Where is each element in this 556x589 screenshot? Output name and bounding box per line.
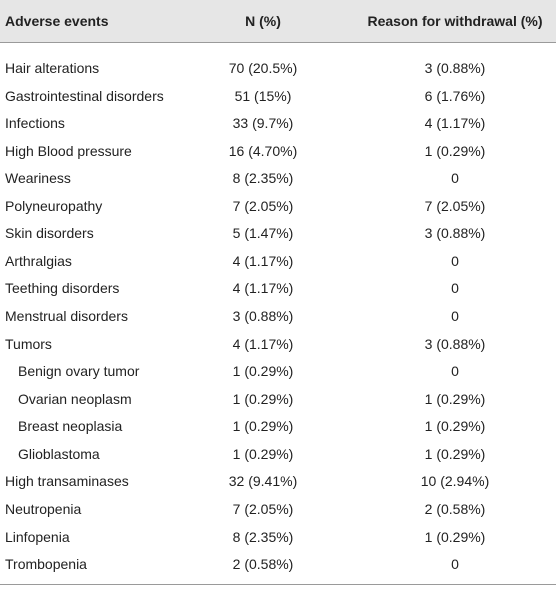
row-label: High transaminases xyxy=(5,473,129,490)
table-cell: 0 xyxy=(451,280,459,297)
table-cell: 1 (0.29%) xyxy=(232,363,294,380)
table-cell: 1 (0.29%) xyxy=(232,418,294,435)
table-cell: 3 (0.88%) xyxy=(424,60,486,76)
row-label: Gastrointestinal disorders xyxy=(5,87,164,104)
table-cell: 3 (0.88%) xyxy=(232,308,294,325)
table-cell: 7 (2.05%) xyxy=(232,500,294,517)
table-cell: 0 xyxy=(451,556,459,573)
table-cell: 3 (0.88%) xyxy=(424,225,486,242)
row-label: Teething disorders xyxy=(5,280,120,297)
table-cell: 51 (15%) xyxy=(234,87,292,104)
header-cell: Adverse events xyxy=(5,13,109,29)
table-cell: 0 xyxy=(451,170,459,187)
row-label: Glioblastoma xyxy=(18,445,100,462)
row-label: Ovarian neoplasm xyxy=(18,390,132,407)
row-label: Menstrual disorders xyxy=(5,308,128,325)
row-label: Trombopenia xyxy=(5,556,87,573)
table-cell: 33 (9.7%) xyxy=(232,115,294,132)
table-cell: 7 (2.05%) xyxy=(424,197,486,214)
table-cell: 2 (0.58%) xyxy=(424,500,486,517)
row-label: Benign ovary tumor xyxy=(18,363,140,380)
table-cell: 0 xyxy=(451,252,459,269)
table-cell: 16 (4.70%) xyxy=(228,142,298,159)
table-cell: 1 (0.29%) xyxy=(424,445,486,462)
header-cell: Reason for withdrawal (%) xyxy=(367,13,543,29)
table-cell: 2 (0.58%) xyxy=(232,556,294,573)
table-cell: 8 (2.35%) xyxy=(232,528,294,545)
table-cell: 1 (0.29%) xyxy=(232,390,294,407)
row-label: High Blood pressure xyxy=(5,142,132,159)
row-label: Weariness xyxy=(5,170,71,187)
table-cell: 5 (1.47%) xyxy=(232,225,294,242)
bottom-rule xyxy=(0,584,556,585)
table-cell: 0 xyxy=(451,308,459,325)
header-row: Adverse events N (%) Reason for withdraw… xyxy=(0,0,556,43)
table-cell: 32 (9.41%) xyxy=(228,473,298,490)
row-label: Infections xyxy=(5,115,65,132)
table-cell: 0 xyxy=(451,363,459,380)
table-cell: 3 (0.88%) xyxy=(424,335,486,352)
row-label: Neutropenia xyxy=(5,500,82,517)
row-label: Linfopenia xyxy=(5,528,70,545)
row-label: Arthralgias xyxy=(5,252,72,269)
table-cell: 10 (2.94%) xyxy=(420,473,490,490)
row-label: Skin disorders xyxy=(5,225,94,242)
row-label: Breast neoplasia xyxy=(18,418,123,435)
row-label: Hair alterations xyxy=(5,60,100,76)
table-cell: 4 (1.17%) xyxy=(232,252,294,269)
table-cell: 1 (0.29%) xyxy=(424,142,486,159)
row-label: Polyneuropathy xyxy=(5,197,103,214)
table-cell: 4 (1.17%) xyxy=(232,335,294,352)
table-cell: 1 (0.29%) xyxy=(424,390,486,407)
row-label: Tumors xyxy=(5,335,52,352)
table-cell: 4 (1.17%) xyxy=(232,280,294,297)
table-cell: 1 (0.29%) xyxy=(424,528,486,545)
header-cell: N (%) xyxy=(245,13,281,29)
table-cell: 7 (2.05%) xyxy=(232,197,294,214)
table-cell: 70 (20.5%) xyxy=(228,60,298,76)
table-cell: 1 (0.29%) xyxy=(424,418,486,435)
table-cell: 6 (1.76%) xyxy=(424,87,486,104)
table-cell: 8 (2.35%) xyxy=(232,170,294,187)
table-cell: 1 (0.29%) xyxy=(232,445,294,462)
table-cell: 4 (1.17%) xyxy=(424,115,486,132)
